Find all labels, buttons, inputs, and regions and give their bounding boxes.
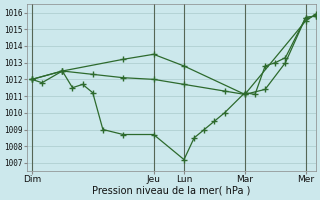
X-axis label: Pression niveau de la mer( hPa ): Pression niveau de la mer( hPa ) xyxy=(92,186,251,196)
